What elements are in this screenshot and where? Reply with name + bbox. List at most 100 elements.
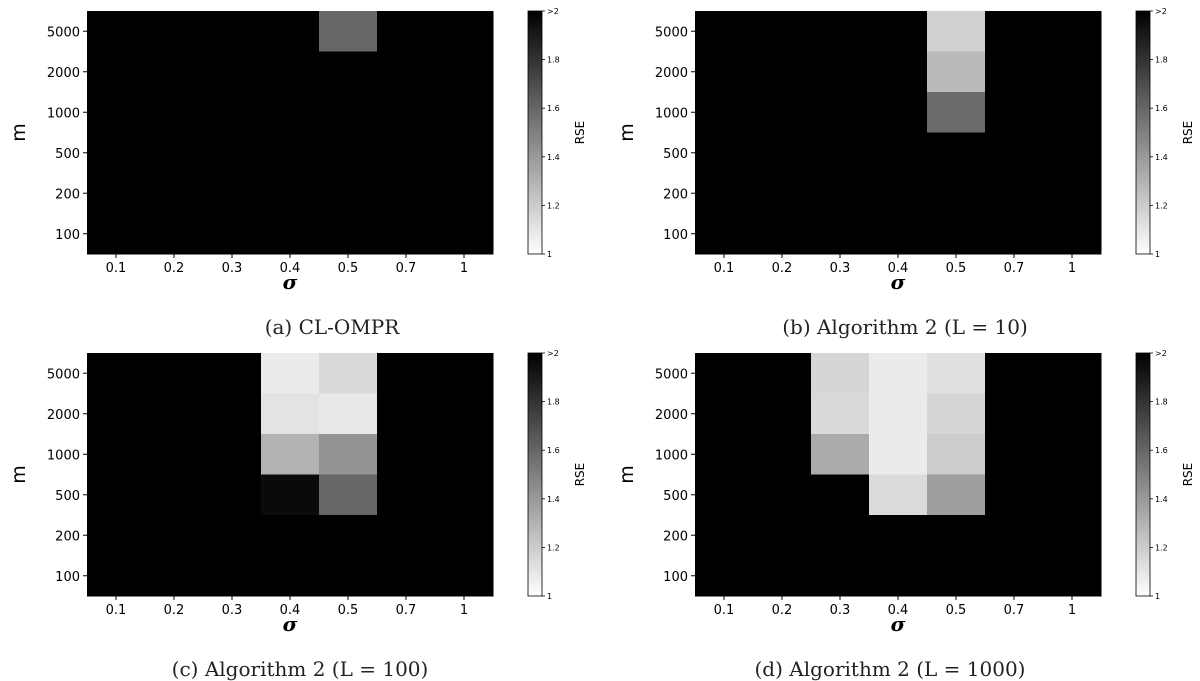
heatmap-cell [753, 353, 812, 394]
colorbar-tick-label: 1.2 [547, 543, 560, 552]
heatmap-cell [811, 132, 870, 174]
heatmap-cell [87, 393, 146, 435]
heatmap-cell [1043, 11, 1102, 52]
x-tick-label: 0.7 [1004, 261, 1025, 276]
heatmap-cell [811, 474, 870, 516]
heatmap-cell [435, 515, 494, 556]
heatmap-cell [203, 213, 262, 255]
colorbar-tick-label: 1.2 [1155, 201, 1168, 210]
heatmap-cell [753, 51, 812, 93]
heatmap-cell [695, 474, 754, 516]
panel-caption: (a) CL-OMPR [265, 315, 401, 339]
x-tick-label: 0.3 [830, 603, 851, 618]
panel-caption: (c) Algorithm 2 (L = 100) [172, 657, 429, 681]
heatmap-cell [319, 393, 378, 435]
heatmap-cell [261, 515, 320, 556]
heatmap-cell [695, 132, 754, 174]
heatmap-cell [261, 51, 320, 93]
y-axis-label: m [616, 465, 638, 484]
heatmap-cell [203, 393, 262, 435]
y-tick-label: 500 [55, 489, 80, 504]
heatmap-cell [435, 173, 494, 214]
x-axis-label: σ [891, 612, 906, 636]
heatmap-cell [87, 555, 146, 597]
heatmap-cell [319, 173, 378, 214]
heatmap-cell [753, 213, 812, 255]
y-tick-label: 1000 [47, 448, 80, 463]
heatmap-cell [87, 92, 146, 133]
heatmap-cell [811, 353, 870, 394]
heatmap-cell [435, 132, 494, 174]
y-tick-label: 2000 [47, 408, 80, 423]
heatmap-cell [811, 515, 870, 556]
heatmap-cell [319, 474, 378, 516]
heatmap-cell [319, 213, 378, 255]
heatmap-cell [753, 434, 812, 475]
heatmap-cell [811, 393, 870, 435]
x-tick-label: 0.2 [164, 261, 185, 276]
heatmap-cell [377, 11, 436, 52]
colorbar-tick-label: 1.8 [547, 398, 560, 407]
colorbar-tick-label: 1.6 [1155, 446, 1168, 455]
heatmap-cell [435, 353, 494, 394]
heatmap-cell [435, 474, 494, 516]
colorbar-label: RSE [1181, 463, 1195, 487]
heatmap-cell [927, 11, 986, 52]
heatmap-cell [695, 51, 754, 93]
heatmap-cell [203, 353, 262, 394]
heatmap-cell [377, 51, 436, 93]
heatmap-cell [435, 393, 494, 435]
heatmap-cell [869, 353, 928, 394]
y-tick-label: 5000 [655, 25, 688, 40]
y-tick-label: 100 [55, 228, 80, 243]
colorbar-tick-label: 1 [1155, 250, 1160, 259]
colorbar-label: RSE [573, 121, 587, 145]
heatmap-cell [695, 11, 754, 52]
colorbar-tick-label: 1 [547, 250, 552, 259]
x-tick-label: 0.1 [714, 603, 735, 618]
heatmap-cell [203, 474, 262, 516]
y-tick-label: 200 [55, 187, 80, 202]
y-tick-label: 5000 [655, 367, 688, 382]
heatmap-cell [377, 132, 436, 174]
y-tick-label: 5000 [47, 25, 80, 40]
colorbar-tick-label: 1.6 [1155, 104, 1168, 113]
colorbar-tick-label: 1.8 [547, 56, 560, 65]
heatmap-cell [753, 393, 812, 435]
colorbar-tick-label: 1.8 [1155, 398, 1168, 407]
colorbar-tick-label: 1 [1155, 592, 1160, 601]
heatmap-cell [753, 132, 812, 174]
heatmap-cell [753, 515, 812, 556]
y-tick-label: 100 [663, 570, 688, 585]
heatmap-cell [261, 555, 320, 597]
heatmap-cell [1043, 515, 1102, 556]
colorbar-label: RSE [573, 463, 587, 487]
heatmap-cell [985, 474, 1044, 516]
x-tick-label: 0.5 [946, 603, 967, 618]
heatmap-cell [695, 173, 754, 214]
heatmap-cell [145, 213, 204, 255]
colorbar-tick-label: >2 [1155, 7, 1167, 16]
x-tick-label: 1 [1068, 603, 1076, 618]
heatmap-cell [869, 173, 928, 214]
colorbar-tick-label: 1 [547, 592, 552, 601]
heatmap-cell [319, 353, 378, 394]
y-tick-label: 1000 [655, 448, 688, 463]
heatmap-cell [927, 393, 986, 435]
heatmap-cell [811, 555, 870, 597]
x-tick-label: 0.5 [338, 261, 359, 276]
heatmap-cell [145, 434, 204, 475]
x-axis-label: σ [891, 270, 906, 294]
x-tick-label: 0.4 [888, 603, 909, 618]
heatmap-cell [145, 92, 204, 133]
x-tick-label: 0.3 [222, 261, 243, 276]
colorbar-tick-label: 1.4 [1155, 495, 1168, 504]
heatmap-cell [985, 11, 1044, 52]
heatmap-cell [869, 434, 928, 475]
heatmap-cell [927, 51, 986, 93]
heatmap-cell [145, 515, 204, 556]
heatmap-cell [985, 353, 1044, 394]
heatmap-cell [87, 434, 146, 475]
heatmap-cell [435, 92, 494, 133]
heatmap-cell [319, 92, 378, 133]
